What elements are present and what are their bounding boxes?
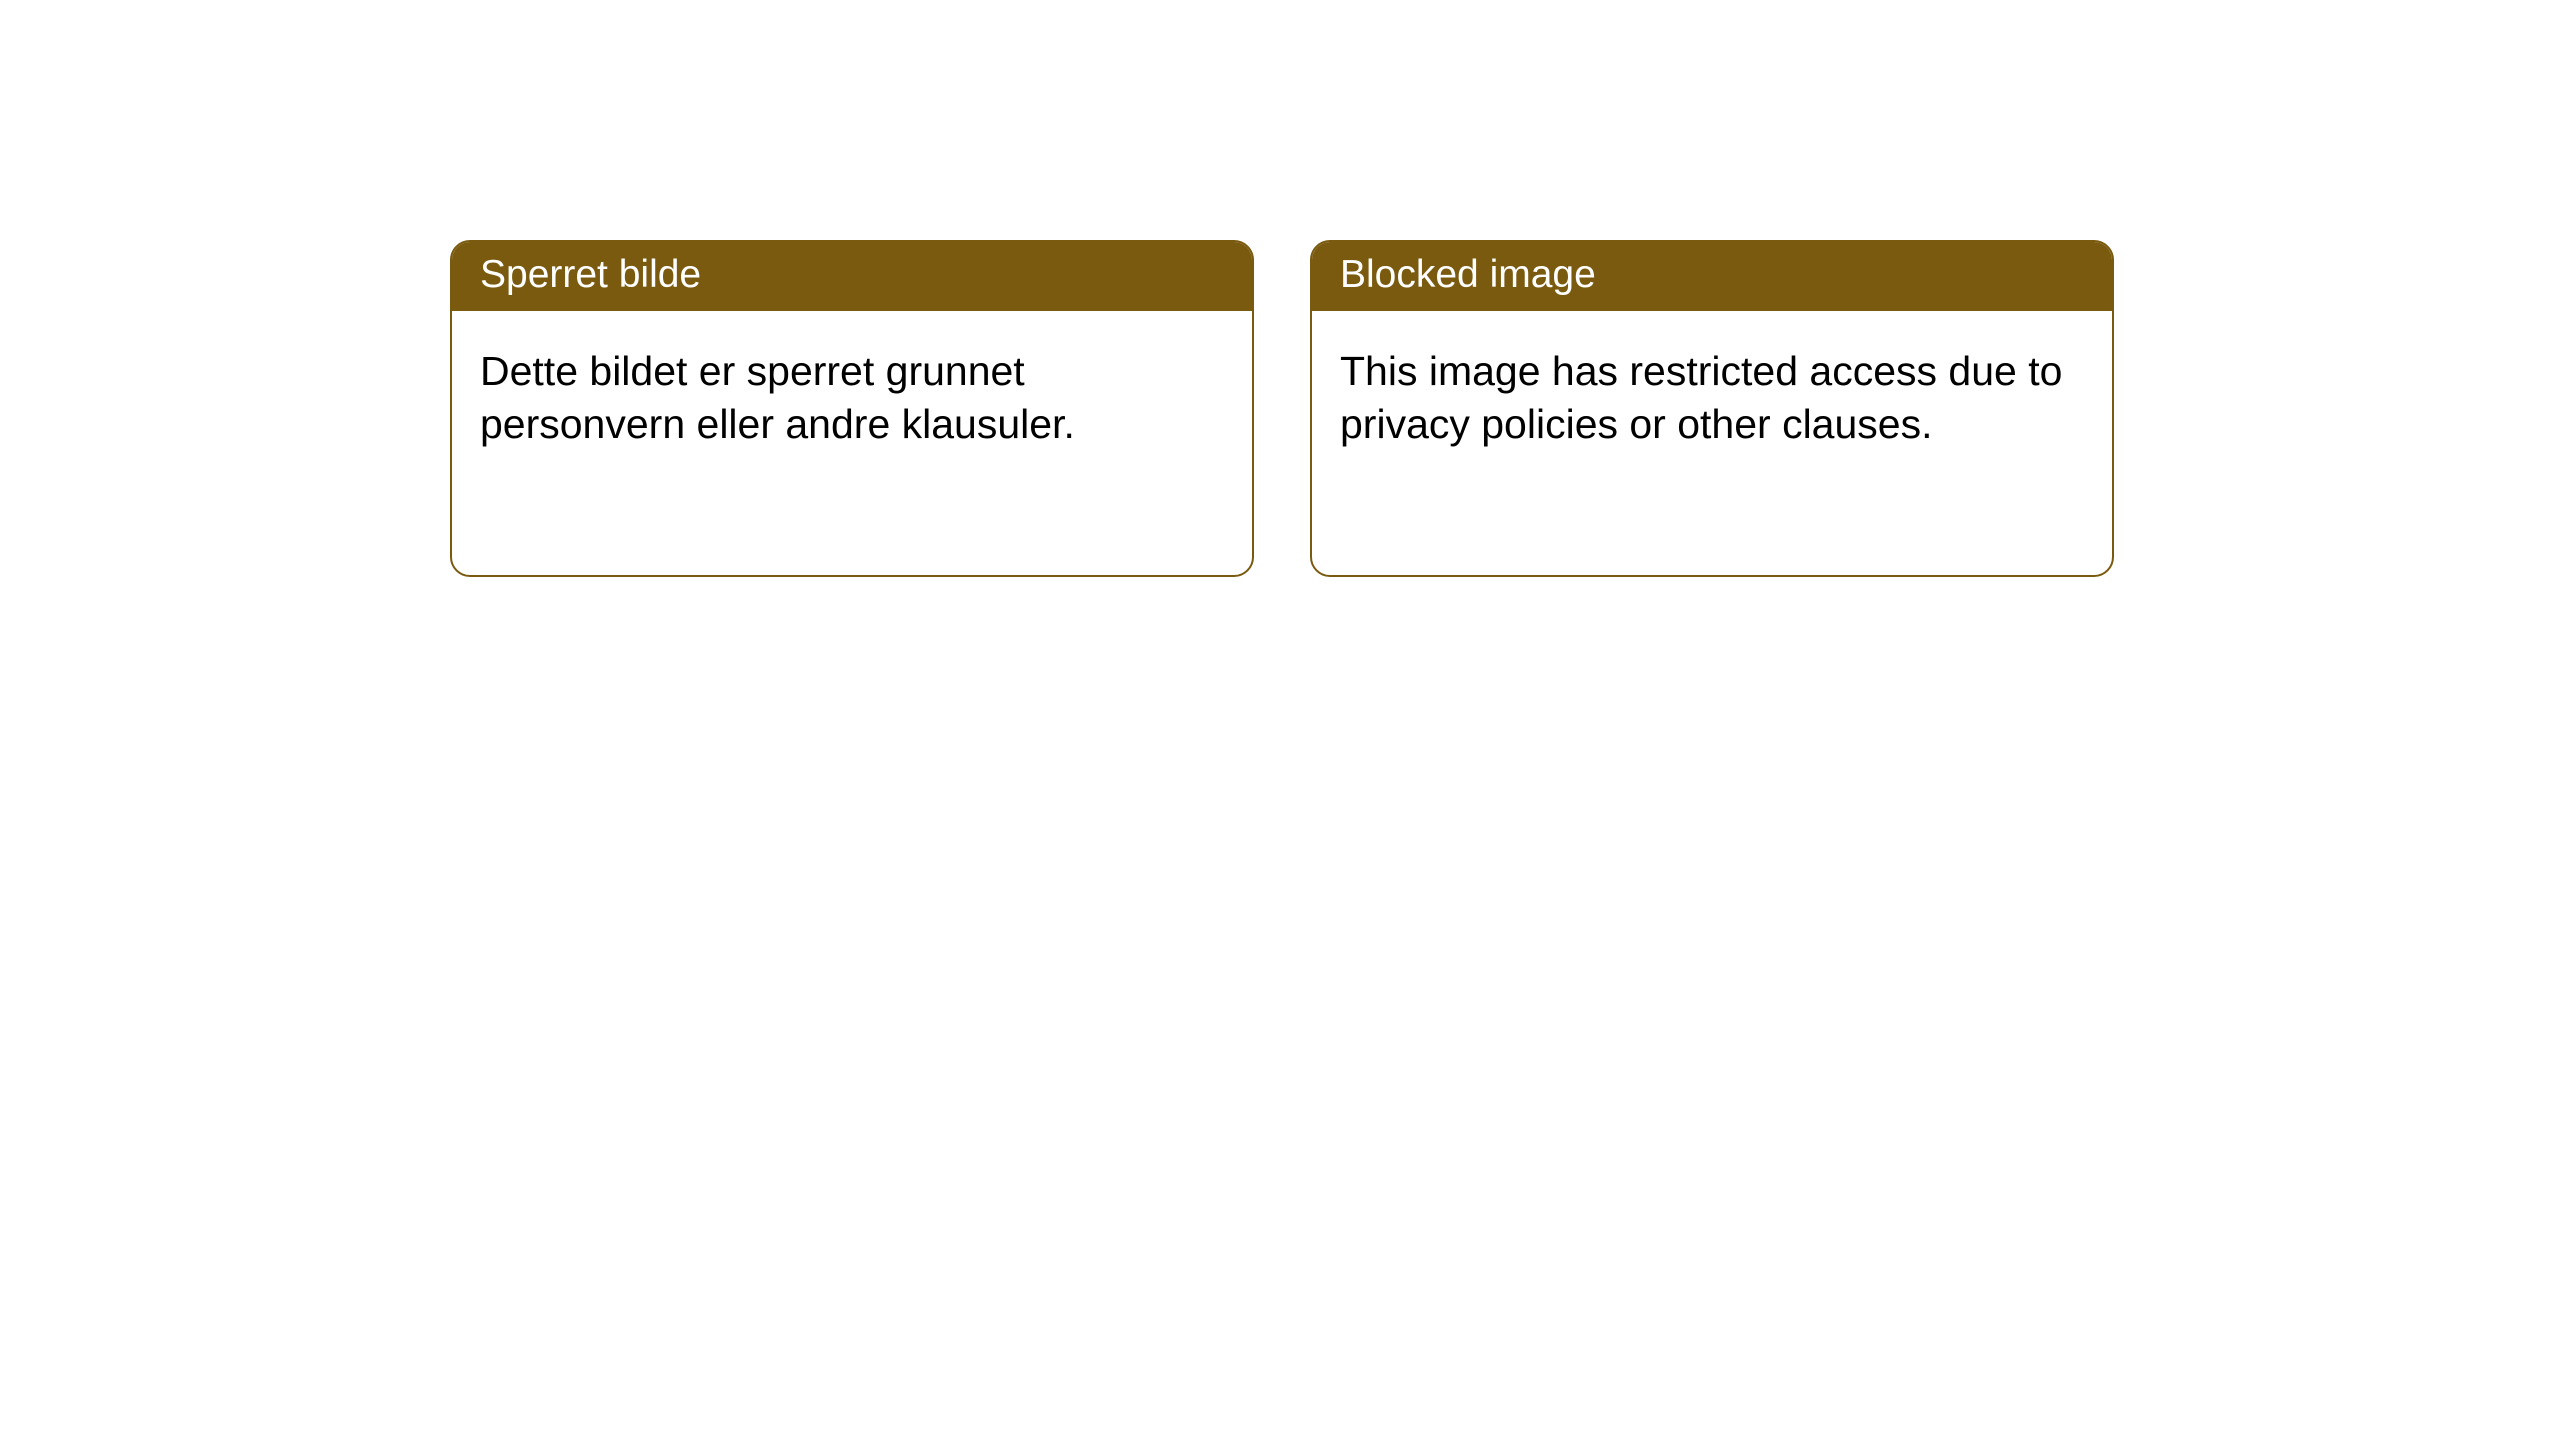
notice-body: This image has restricted access due to … xyxy=(1312,311,2112,486)
notice-container: Sperret bilde Dette bildet er sperret gr… xyxy=(0,0,2560,577)
notice-card-norwegian: Sperret bilde Dette bildet er sperret gr… xyxy=(450,240,1254,577)
notice-card-english: Blocked image This image has restricted … xyxy=(1310,240,2114,577)
notice-body: Dette bildet er sperret grunnet personve… xyxy=(452,311,1252,486)
notice-header: Sperret bilde xyxy=(452,242,1252,311)
notice-header: Blocked image xyxy=(1312,242,2112,311)
